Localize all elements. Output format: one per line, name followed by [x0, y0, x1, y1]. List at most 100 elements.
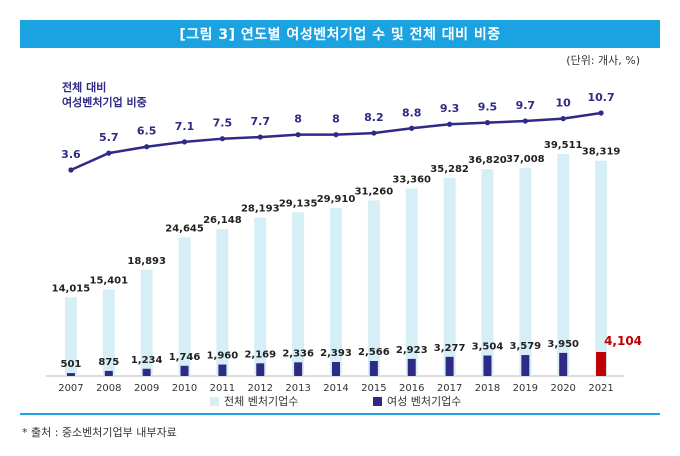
- total-bar: [405, 188, 418, 376]
- ratio-label: 10.7: [587, 91, 614, 104]
- ratio-point: [144, 144, 150, 150]
- women-bar: [445, 356, 454, 376]
- x-tick-label: 2013: [285, 383, 310, 394]
- total-bar: [330, 207, 342, 376]
- ratio-label: 5.7: [99, 131, 119, 144]
- ratio-label: 9.7: [516, 99, 536, 112]
- women-bar: [332, 362, 340, 376]
- ratio-label: 9.5: [478, 101, 498, 114]
- total-bar-label: 29,910: [317, 194, 356, 205]
- women-bar-label: 2,393: [320, 348, 352, 359]
- total-bar: [595, 160, 608, 376]
- women-bar: [256, 363, 265, 376]
- women-bar-label: 501: [60, 359, 81, 370]
- x-tick-label: 2011: [210, 383, 235, 394]
- total-bar-label: 26,148: [203, 215, 242, 226]
- total-bar-label: 39,511: [544, 140, 583, 151]
- x-tick-label: 2009: [134, 383, 159, 394]
- x-tick-label: 2008: [96, 383, 121, 394]
- x-tick-label: 2016: [399, 383, 424, 394]
- women-bar-label: 3,504: [472, 342, 504, 353]
- total-bar: [216, 229, 229, 376]
- total-bar: [140, 269, 153, 376]
- total-bar-label: 38,319: [582, 147, 621, 158]
- chart: 14,015 501 2007 15,401 875 2008 18,893 1,234 200…: [46, 80, 642, 408]
- women-bar-label: 3,950: [547, 339, 579, 350]
- women-bar: [142, 368, 151, 376]
- ratio-label: 7.1: [175, 120, 195, 133]
- ratio-point: [598, 110, 604, 116]
- total-bar: [557, 154, 570, 376]
- x-tick-label: 2017: [437, 383, 462, 394]
- women-bar-label: 2,566: [358, 347, 390, 358]
- x-tick-label: 2019: [513, 383, 538, 394]
- total-bar: [102, 289, 115, 376]
- legend-swatch-total: [210, 397, 219, 406]
- ratio-label: 8.2: [364, 111, 384, 124]
- ratio-label: 9.3: [440, 102, 460, 115]
- x-tick-label: 2018: [475, 383, 500, 394]
- ratio-point: [219, 136, 225, 142]
- total-bar: [367, 200, 380, 376]
- ratio-label: 10: [556, 97, 572, 110]
- women-bar-label: 2,336: [282, 348, 314, 359]
- ratio-point: [295, 132, 301, 138]
- ratio-label: 3.6: [61, 148, 81, 161]
- women-bar-label: 1,234: [131, 355, 163, 366]
- women-bar: [66, 373, 75, 376]
- x-tick-label: 2012: [248, 383, 273, 394]
- women-bar: [294, 362, 303, 376]
- women-bar: [596, 352, 607, 376]
- line-series-label: 전체 대비: [62, 80, 106, 94]
- ratio-point: [68, 167, 74, 173]
- legend-label-total: 전체 벤처기업수: [224, 395, 298, 408]
- women-bar: [559, 352, 568, 376]
- total-bar-label: 29,135: [279, 198, 318, 209]
- women-bar: [180, 365, 189, 376]
- total-bar: [292, 212, 305, 376]
- unit-label: (단위: 개사, %): [566, 54, 640, 67]
- line-series-label: 여성벤처기업 비중: [62, 95, 147, 109]
- total-bar-label: 31,260: [355, 186, 394, 197]
- bottom-rule: [20, 413, 660, 415]
- ratio-point: [447, 121, 453, 127]
- ratio-point: [560, 116, 566, 122]
- x-tick-label: 2014: [323, 383, 348, 394]
- x-tick-label: 2021: [588, 383, 613, 394]
- women-bar: [521, 355, 530, 376]
- total-bar: [178, 237, 191, 376]
- women-bar-label: 1,746: [169, 352, 201, 363]
- figure-title: [그림 3] 연도별 여성벤처기업 수 및 전체 대비 비중: [20, 20, 660, 48]
- ratio-label: 7.7: [251, 115, 271, 128]
- total-bar-label: 28,193: [241, 204, 280, 215]
- total-bar-label: 33,360: [392, 175, 431, 186]
- ratio-point: [371, 130, 377, 136]
- women-bar: [483, 355, 492, 376]
- x-tick-label: 2015: [361, 383, 386, 394]
- total-bar: [64, 297, 77, 376]
- legend-label-women: 여성 벤처기업수: [387, 395, 461, 408]
- ratio-point: [257, 134, 263, 140]
- ratio-point: [181, 139, 188, 145]
- source-note: * 출처 : 중소벤처기업부 내부자료: [22, 426, 177, 439]
- total-bar-label: 14,015: [52, 283, 91, 294]
- women-bar-label: 3,579: [510, 341, 542, 352]
- women-bar-label: 875: [98, 357, 119, 368]
- total-bar: [481, 169, 494, 376]
- ratio-label: 6.5: [137, 125, 157, 138]
- women-bar: [104, 370, 113, 376]
- x-tick-label: 2007: [58, 383, 83, 394]
- ratio-point: [106, 150, 112, 156]
- total-bar: [519, 168, 532, 376]
- total-bar-label: 36,820: [468, 155, 507, 166]
- ratio-point: [484, 120, 491, 126]
- ratio-point: [522, 118, 528, 124]
- ratio-label: 7.5: [213, 117, 233, 130]
- ratio-point: [333, 132, 339, 138]
- ratio-label: 8.8: [402, 106, 422, 119]
- legend-swatch-women: [373, 397, 382, 406]
- total-bar: [254, 217, 267, 376]
- ratio-label: 8: [332, 113, 340, 126]
- total-bar-label: 18,893: [127, 256, 166, 267]
